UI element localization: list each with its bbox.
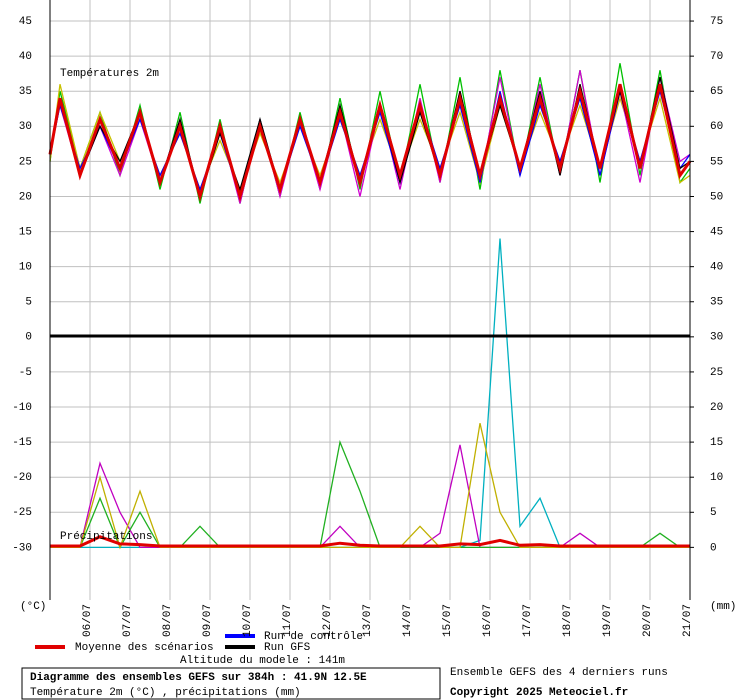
y-tick-label: 20 [19, 191, 32, 203]
x-tick-label: 18/07 [562, 604, 574, 637]
y2-tick-label: 60 [710, 121, 723, 133]
chart-subtitle: Température 2m (°C) , précipitations (mm… [30, 687, 301, 699]
title-box [21, 667, 441, 700]
y2-tick-label: 5 [710, 507, 717, 519]
y2-tick-label: 0 [710, 542, 717, 554]
plot-area [48, 0, 692, 600]
annotation: Températures 2m [60, 68, 159, 80]
x-tick-label: 14/07 [402, 604, 414, 637]
y2-tick-label: 10 [710, 472, 723, 484]
legend-label: Moyenne des scénarios [75, 642, 214, 654]
x-tick-label: 12/07 [322, 604, 334, 637]
source-note: Ensemble GEFS des 4 derniers runs [450, 667, 668, 679]
legend: Moyenne des scénarios Run de contrôleRun … [35, 631, 363, 654]
y-tick-label: -10 [12, 402, 32, 414]
x-tick-label: 11/07 [282, 604, 294, 637]
y-tick-label: 35 [19, 86, 32, 98]
y-tick-label: -20 [12, 472, 32, 484]
altitude: Altitude du modele : 141m [180, 655, 345, 667]
y2-tick-label: 25 [710, 367, 723, 379]
y2-tick-label: 30 [710, 332, 723, 344]
x-tick-label: 13/07 [362, 604, 374, 637]
y-tick-label: 10 [19, 262, 32, 274]
y2-tick-label: 35 [710, 297, 723, 309]
x-tick-label: 16/07 [482, 604, 494, 637]
y2-tick-label: 50 [710, 191, 723, 203]
y2-tick-label: 70 [710, 51, 723, 63]
x-tick-label: 21/07 [682, 604, 694, 637]
x-tick-label: 19/07 [602, 604, 614, 637]
y-tick-label: 0 [25, 332, 32, 344]
x-tick-label: 15/07 [442, 604, 454, 637]
x-tick-label: 17/07 [522, 604, 534, 637]
y2-tick-label: 65 [710, 86, 723, 98]
y-tick-label: -25 [12, 507, 32, 519]
annotation: Précipitations [60, 531, 152, 543]
y-tick-label: 5 [25, 297, 32, 309]
series-line [50, 535, 690, 548]
y2-tick-label: 45 [710, 226, 723, 238]
x-tick-label: 09/07 [202, 604, 214, 637]
chart-title: Diagramme des ensembles GEFS sur 384h : … [30, 672, 367, 684]
y2-tick-label: 75 [710, 16, 723, 28]
x-tick-label: 08/07 [162, 604, 174, 637]
legend-label: Run de contrôle [264, 631, 363, 643]
y-tick-label: -5 [19, 367, 32, 379]
y-tick-label: 30 [19, 121, 32, 133]
y-tick-label: 40 [19, 51, 32, 63]
y2-tick-label: 40 [710, 262, 723, 274]
y2-axis-label: (mm) [710, 601, 736, 613]
y-tick-label: 15 [19, 226, 32, 238]
y-tick-label: 25 [19, 156, 32, 168]
y-tick-label: -30 [12, 542, 32, 554]
x-tick-label: 07/07 [122, 604, 134, 637]
legend-label: Run GFS [264, 642, 311, 654]
x-tick-label: 20/07 [642, 604, 654, 637]
copyright: Copyright 2025 Meteociel.fr [450, 687, 628, 699]
y2-tick-label: 55 [710, 156, 723, 168]
series-line [48, 83, 692, 202]
y-tick-label: -15 [12, 437, 32, 449]
y2-tick-label: 20 [710, 402, 723, 414]
y2-tick-label: 15 [710, 437, 723, 449]
x-tick-label: 10/07 [242, 604, 254, 637]
x-tick-label: 06/07 [82, 604, 94, 637]
y-axis-label: (°C) [20, 601, 46, 613]
y-tick-label: 45 [19, 16, 32, 28]
